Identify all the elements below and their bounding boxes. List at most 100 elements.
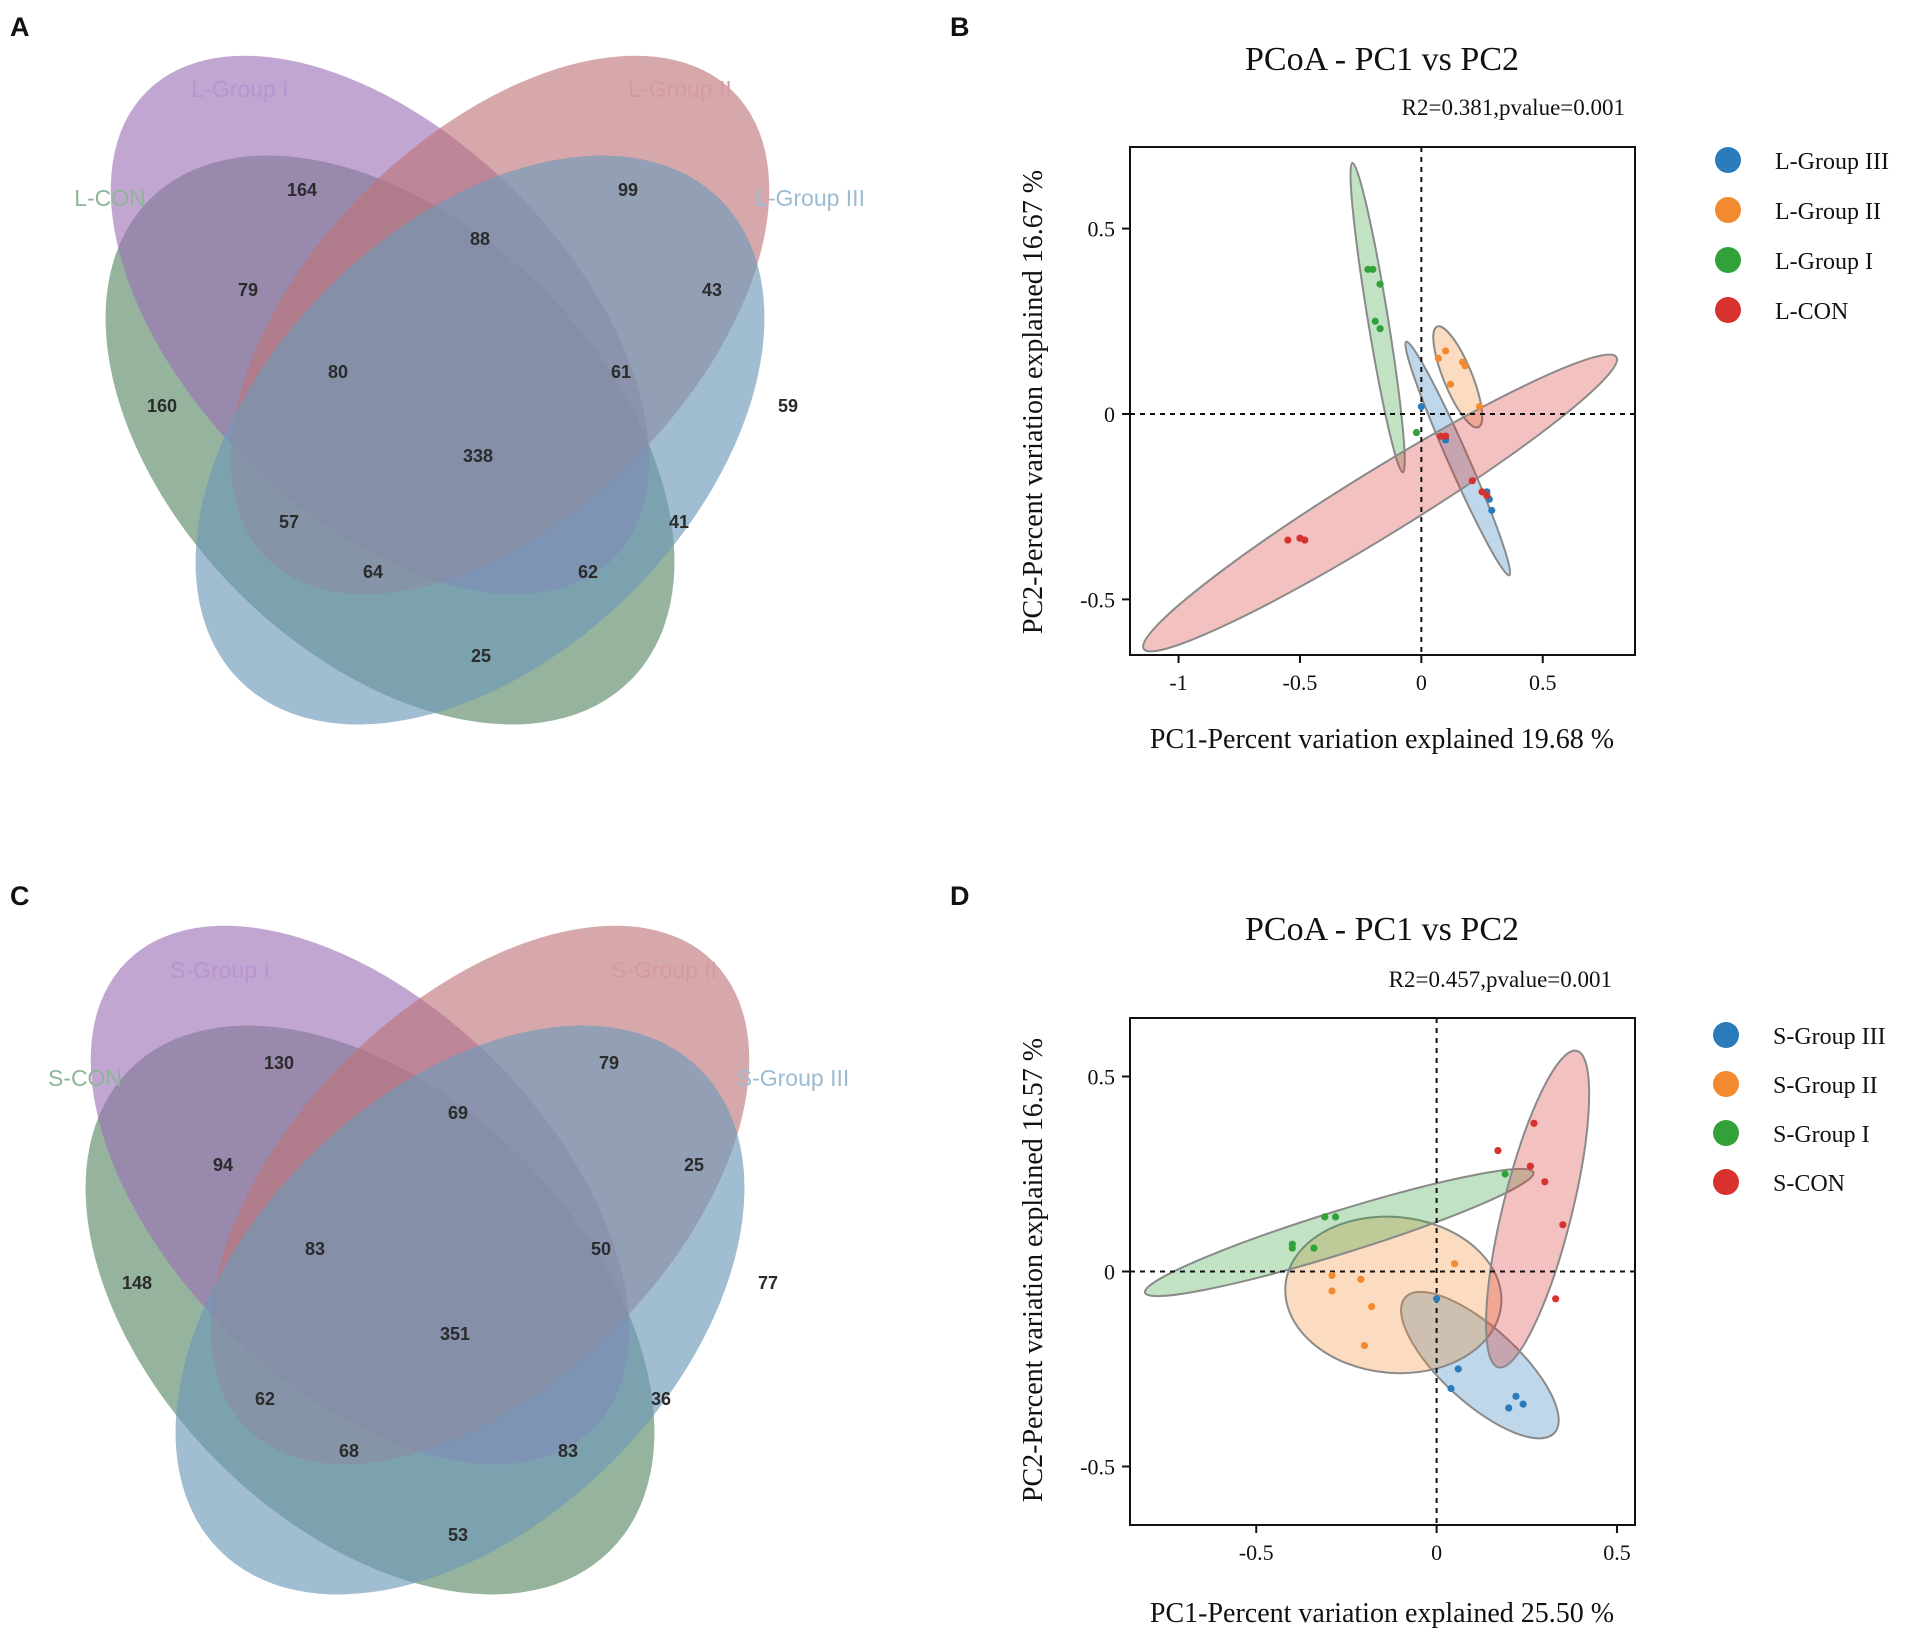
- pcoa-plot-s: -0.5 0 0.5 -0.5 0 0.5: [1080, 1017, 1636, 1565]
- data-point: [1288, 1240, 1296, 1248]
- venn-count: 88: [470, 229, 490, 249]
- x-axis-label: PC1-Percent variation explained 19.68 %: [1150, 724, 1614, 755]
- data-point: [1301, 536, 1309, 544]
- data-point: [1494, 1147, 1502, 1155]
- data-point: [1454, 1365, 1462, 1373]
- venn-label-s-group-iii: S-Group III: [737, 1065, 849, 1091]
- venn-s-ellipses: [85, 925, 750, 1595]
- pcoa-plot-l: -1 -0.5 0 0.5 -0.5 0 0.5: [1080, 146, 1636, 695]
- confidence-ellipse: [1400, 1290, 1560, 1440]
- data-point: [1442, 432, 1450, 440]
- panel-letter-b: B: [950, 12, 970, 42]
- data-point: [1488, 506, 1496, 514]
- data-point: [1284, 536, 1292, 544]
- venn-count: 62: [578, 562, 598, 582]
- data-point: [1310, 1244, 1318, 1252]
- y-tick-label: 0: [1104, 402, 1115, 427]
- venn-count: 53: [448, 1525, 468, 1545]
- venn-l-counts: 164 99 88 79 43 80 61 160 59 338 57 41 6…: [147, 180, 798, 666]
- x-axis-label: PC1-Percent variation explained 25.50 %: [1150, 1598, 1614, 1629]
- chart-stat: R2=0.381,pvalue=0.001: [1402, 95, 1625, 120]
- data-point: [1530, 1119, 1538, 1127]
- y-tick-label: 0.5: [1088, 1065, 1116, 1090]
- venn-count: 79: [238, 280, 258, 300]
- data-point: [1476, 402, 1484, 411]
- data-point: [1417, 402, 1425, 411]
- data-point: [1483, 491, 1491, 500]
- data-point: [1368, 1303, 1376, 1311]
- data-point: [1552, 1295, 1560, 1303]
- venn-count: 25: [471, 646, 491, 666]
- venn-count: 83: [305, 1239, 325, 1259]
- data-point: [1328, 1271, 1336, 1279]
- data-point: [1371, 317, 1379, 325]
- legend-marker: [1715, 297, 1741, 323]
- venn-label-s-group-i: S-Group I: [170, 957, 270, 983]
- venn-count: 130: [264, 1053, 294, 1073]
- data-point: [1442, 347, 1450, 355]
- x-tick-label: 0: [1416, 670, 1427, 695]
- legend-label: L-CON: [1775, 299, 1848, 325]
- data-point: [1376, 280, 1384, 288]
- legend-marker: [1713, 1120, 1739, 1146]
- legend-label: L-Group III: [1775, 149, 1889, 175]
- venn-set-s-group-iii: [175, 1025, 745, 1595]
- confidence-ellipse: [1404, 340, 1512, 577]
- venn-count: 338: [463, 446, 493, 466]
- venn-label-l-con: L-CON: [74, 185, 146, 211]
- x-tick-label: 0: [1431, 1540, 1442, 1565]
- chart-title: PCoA - PC1 vs PC2: [1245, 41, 1519, 78]
- data-point: [1360, 1342, 1369, 1350]
- data-point: [1512, 1392, 1520, 1400]
- panel-b: B PCoA - PC1 vs PC2 R2=0.381,pvalue=0.00…: [950, 12, 1889, 755]
- venn-count: 62: [255, 1389, 275, 1409]
- data-point: [1433, 1295, 1441, 1303]
- panel-a: A L-Group I L-Group II L-CON L-Group III…: [10, 12, 865, 725]
- venn-count: 69: [448, 1103, 468, 1123]
- data-point: [1357, 1275, 1365, 1283]
- venn-count: 64: [363, 562, 383, 582]
- venn-count: 59: [778, 396, 798, 416]
- chart-title: PCoA - PC1 vs PC2: [1245, 911, 1519, 948]
- venn-count: 68: [339, 1441, 359, 1461]
- venn-count: 79: [599, 1053, 619, 1073]
- data-point: [1559, 1221, 1567, 1229]
- venn-count: 25: [684, 1155, 704, 1175]
- data-point: [1451, 1260, 1459, 1268]
- legend-label: S-CON: [1773, 1171, 1845, 1197]
- venn-label-l-group-i: L-Group I: [191, 76, 288, 102]
- data-point: [1468, 477, 1476, 485]
- venn-set-l-group-iii: [195, 155, 765, 725]
- venn-count: 36: [651, 1389, 671, 1409]
- x-tick-label: -1: [1169, 670, 1187, 695]
- data-point: [1446, 380, 1455, 388]
- legend-label: S-Group I: [1773, 1122, 1870, 1148]
- venn-count: 61: [611, 362, 631, 382]
- venn-count: 164: [287, 180, 317, 200]
- x-tick-label: -0.5: [1283, 670, 1318, 695]
- x-tick-label: 0.5: [1529, 670, 1557, 695]
- venn-count: 50: [591, 1239, 611, 1259]
- data-point: [1412, 428, 1421, 437]
- y-tick-label: 0.5: [1088, 217, 1116, 242]
- data-point: [1434, 354, 1442, 362]
- venn-count: 57: [279, 512, 299, 532]
- legend-label: S-Group II: [1773, 1073, 1878, 1099]
- venn-label-l-group-iii: L-Group III: [755, 185, 865, 211]
- data-point: [1328, 1287, 1336, 1295]
- data-point: [1332, 1213, 1340, 1221]
- venn-count: 41: [669, 512, 689, 532]
- y-tick-label: 0: [1104, 1260, 1115, 1285]
- confidence-ellipse: [1349, 161, 1406, 474]
- panel-letter-a: A: [10, 12, 30, 42]
- legend-marker: [1715, 147, 1741, 173]
- data-point: [1519, 1400, 1527, 1408]
- confidence-ellipse: [1142, 353, 1619, 653]
- venn-count: 77: [758, 1273, 778, 1293]
- venn-count: 83: [558, 1441, 578, 1461]
- y-axis-label: PC2-Percent variation explained 16.67 %: [1018, 170, 1049, 634]
- data-point: [1505, 1404, 1513, 1412]
- panel-letter-c: C: [10, 881, 30, 911]
- panel-c: C S-Group I S-Group II S-CON S-Group III…: [10, 881, 849, 1595]
- legend-marker: [1715, 197, 1741, 223]
